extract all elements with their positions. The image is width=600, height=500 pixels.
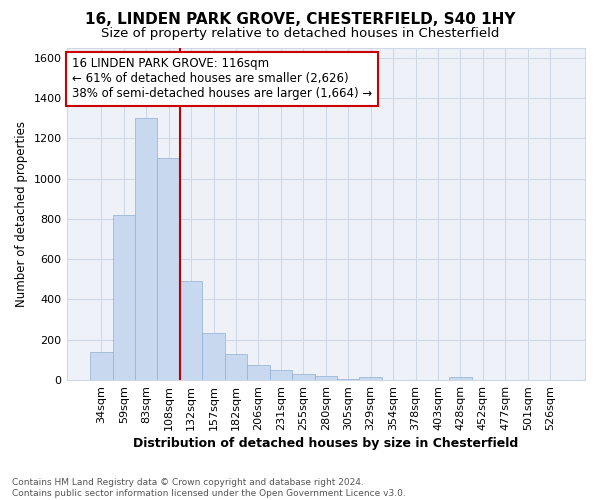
Bar	[180, 282, 202, 380]
Bar	[314, 376, 337, 380]
Bar	[449, 377, 472, 380]
Bar	[113, 215, 135, 380]
Bar	[292, 374, 314, 380]
Bar	[359, 377, 382, 380]
Text: 16 LINDEN PARK GROVE: 116sqm
← 61% of detached houses are smaller (2,626)
38% of: 16 LINDEN PARK GROVE: 116sqm ← 61% of de…	[72, 58, 372, 100]
Text: 16, LINDEN PARK GROVE, CHESTERFIELD, S40 1HY: 16, LINDEN PARK GROVE, CHESTERFIELD, S40…	[85, 12, 515, 28]
Bar	[225, 354, 247, 380]
Bar	[202, 332, 225, 380]
X-axis label: Distribution of detached houses by size in Chesterfield: Distribution of detached houses by size …	[133, 437, 518, 450]
Text: Contains HM Land Registry data © Crown copyright and database right 2024.
Contai: Contains HM Land Registry data © Crown c…	[12, 478, 406, 498]
Bar	[269, 370, 292, 380]
Bar	[157, 158, 180, 380]
Bar	[90, 352, 113, 380]
Bar	[247, 365, 269, 380]
Y-axis label: Number of detached properties: Number of detached properties	[15, 121, 28, 307]
Bar	[337, 379, 359, 380]
Bar	[135, 118, 157, 380]
Text: Size of property relative to detached houses in Chesterfield: Size of property relative to detached ho…	[101, 28, 499, 40]
